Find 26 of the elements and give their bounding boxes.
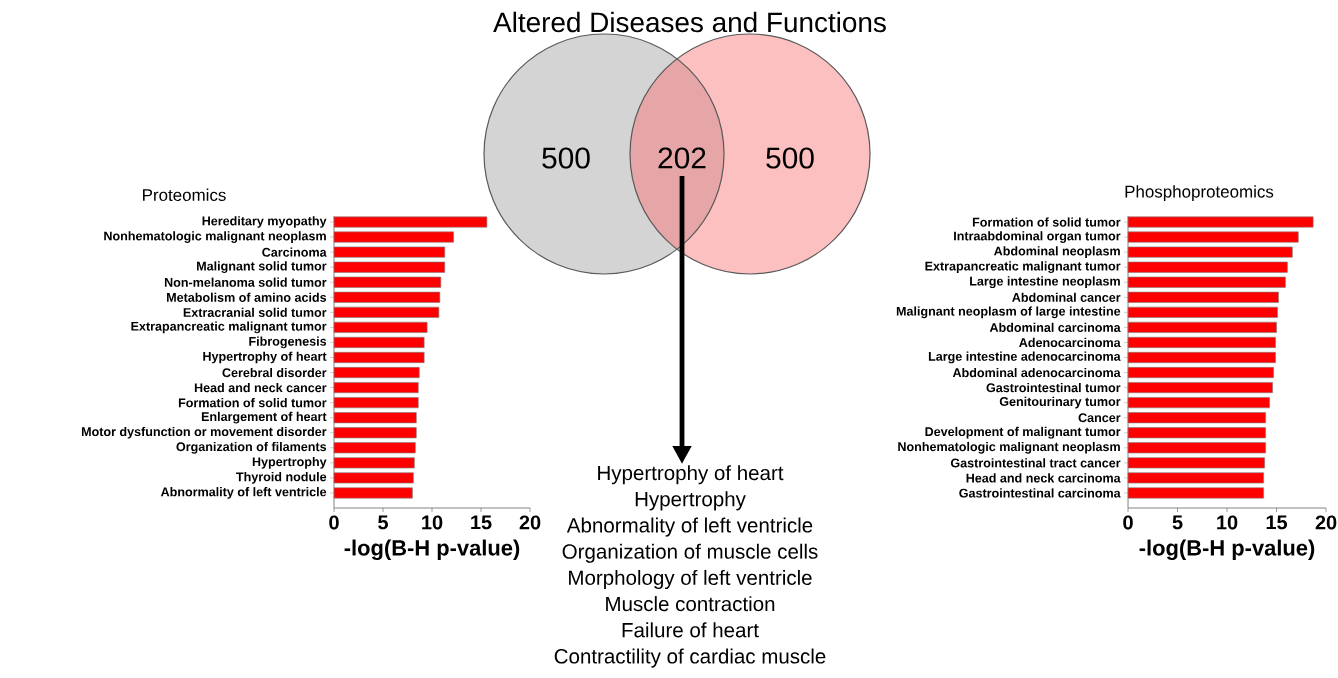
text: Hypertrophy of heart — [598, 465, 784, 485]
x-tick-label: 0 — [1123, 515, 1133, 530]
text: Hypertrophy — [635, 491, 746, 511]
text: Contractility of cardiac muscle — [554, 648, 826, 668]
text: Altered Diseases and Functions — [493, 11, 886, 33]
x-tick-label: 15 — [1266, 515, 1288, 530]
x-tick-label: 20 — [1315, 515, 1337, 530]
chart-title: Phosphoproteomics — [1125, 185, 1274, 201]
text: Organization of muscle cells — [562, 543, 818, 563]
x-axis-title: -log(B-H p-value) — [344, 539, 520, 561]
text: Failure of heart — [622, 622, 759, 638]
data-label: 500 — [766, 147, 814, 169]
x-axis-title: -log(B-H p-value) — [1139, 539, 1315, 561]
data-label: 500 — [542, 147, 590, 169]
x-tick-label: 0 — [329, 515, 339, 530]
x-tick-label: 20 — [519, 515, 541, 530]
x-tick-label: 10 — [1217, 515, 1238, 530]
text: Morphology of left ventricle — [569, 569, 812, 590]
data-label: 202 — [658, 147, 706, 169]
x-tick-label: 10 — [422, 515, 443, 530]
text: Proteomics — [143, 188, 226, 201]
x-tick-label: 5 — [378, 515, 388, 530]
x-tick-label: 15 — [471, 515, 492, 530]
text: Abnormality of left ventricle — [566, 517, 813, 537]
x-tick-label: 5 — [1172, 515, 1183, 530]
text: Muscle contraction — [606, 596, 775, 612]
